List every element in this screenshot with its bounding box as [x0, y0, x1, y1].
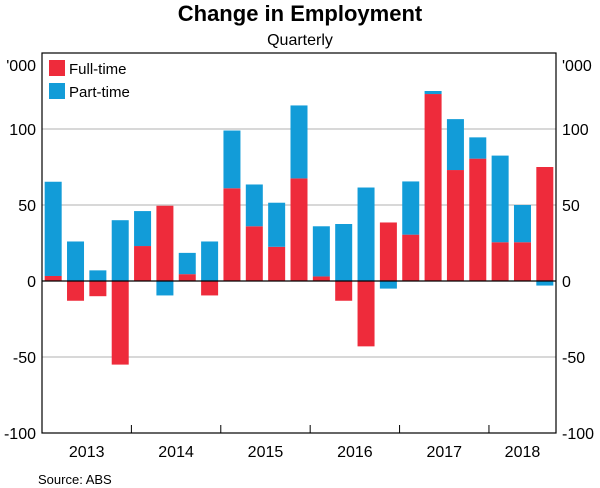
y-tick-label-left: -50: [13, 350, 36, 367]
bar-part-time-2015-q1: [223, 130, 241, 189]
bar-full-time-2016-q3: [357, 281, 375, 347]
bar-part-time-2017-q4: [469, 137, 487, 159]
bar-full-time-2018-q3: [536, 167, 554, 281]
y-tick-label-right: -100: [562, 426, 594, 443]
bar-part-time-2013-q4: [111, 220, 129, 281]
bar-part-time-2015-q3: [268, 202, 286, 247]
bar-full-time-2018-q2: [513, 242, 531, 281]
bar-part-time-2018-q1: [491, 155, 509, 243]
bar-full-time-2017-q4: [469, 158, 487, 281]
plot-frame: [41, 52, 557, 434]
chart-title: Change in Employment: [178, 1, 423, 26]
bar-full-time-2016-q1: [312, 276, 330, 281]
bar-part-time-2016-q1: [312, 226, 330, 277]
bar-full-time-2013-q2: [67, 281, 85, 301]
y-tick-label-left: 0: [27, 274, 36, 291]
bar-full-time-2016-q4: [379, 222, 397, 281]
y-tick-label-left: 50: [18, 198, 36, 215]
y-tick-label-right: 50: [562, 198, 580, 215]
bar-part-time-2015-q2: [245, 184, 263, 227]
bar-part-time-2016-q2: [335, 224, 353, 281]
x-tick-label-2016: 2016: [337, 444, 373, 461]
x-tick-label-2014: 2014: [158, 444, 194, 461]
x-tick-label-2013: 2013: [69, 444, 105, 461]
legend: Full-time Part-time: [49, 60, 130, 101]
bar-part-time-2015-q4: [290, 105, 308, 179]
x-tick-label-2018: 2018: [505, 444, 541, 461]
y-tick-label-left: -100: [4, 426, 36, 443]
bar-full-time-2015-q4: [290, 178, 308, 281]
bar-part-time-2013-q3: [89, 270, 107, 281]
bar-full-time-2014-q4: [201, 281, 219, 296]
bar-full-time-2018-q1: [491, 242, 509, 281]
bar-part-time-2017-q1: [402, 181, 420, 235]
bar-full-time-2015-q2: [245, 226, 263, 281]
bar-part-time-2014-q1: [134, 211, 152, 247]
bar-full-time-2015-q1: [223, 188, 241, 281]
bar-part-time-2014-q2: [156, 281, 174, 296]
bar-part-time-2016-q4: [379, 281, 397, 289]
bar-full-time-2014-q1: [134, 246, 152, 281]
bar-part-time-2013-q2: [67, 241, 85, 281]
bar-full-time-2013-q4: [111, 281, 129, 365]
legend-label-part-time: Part-time: [69, 84, 130, 101]
x-tick-label-2015: 2015: [248, 444, 284, 461]
legend-swatch-full-time: [49, 60, 65, 76]
bar-full-time-2015-q3: [268, 246, 286, 281]
y-tick-label-right: 0: [562, 274, 571, 291]
bar-part-time-2016-q3: [357, 187, 375, 281]
y-tick-label-right: 100: [562, 122, 589, 139]
source-note: Source: ABS: [38, 472, 112, 487]
bar-full-time-2017-q1: [402, 234, 420, 281]
bar-part-time-2018-q3: [536, 281, 554, 286]
y-axis-unit-right: '000: [562, 58, 592, 75]
bar-full-time-2013-q3: [89, 281, 107, 297]
y-axis-unit-left: '000: [6, 58, 36, 75]
bar-full-time-2016-q2: [335, 281, 353, 301]
legend-label-full-time: Full-time: [69, 61, 127, 78]
chart-subtitle: Quarterly: [267, 32, 333, 49]
bar-full-time-2014-q3: [178, 274, 196, 281]
bar-full-time-2017-q3: [446, 170, 464, 281]
bar-part-time-2017-q3: [446, 119, 464, 171]
legend-swatch-part-time: [49, 83, 65, 99]
y-tick-label-right: -50: [562, 350, 585, 367]
bar-full-time-2013-q1: [44, 275, 62, 281]
bar-part-time-2014-q4: [201, 241, 219, 281]
bar-part-time-2014-q3: [178, 252, 196, 275]
bar-full-time-2014-q2: [156, 205, 174, 281]
bar-full-time-2017-q2: [424, 94, 442, 281]
bar-part-time-2013-q1: [44, 181, 62, 276]
y-tick-label-left: 100: [9, 122, 36, 139]
bar-part-time-2017-q2: [424, 91, 442, 95]
bar-part-time-2018-q2: [513, 205, 531, 243]
x-tick-label-2017: 2017: [426, 444, 462, 461]
